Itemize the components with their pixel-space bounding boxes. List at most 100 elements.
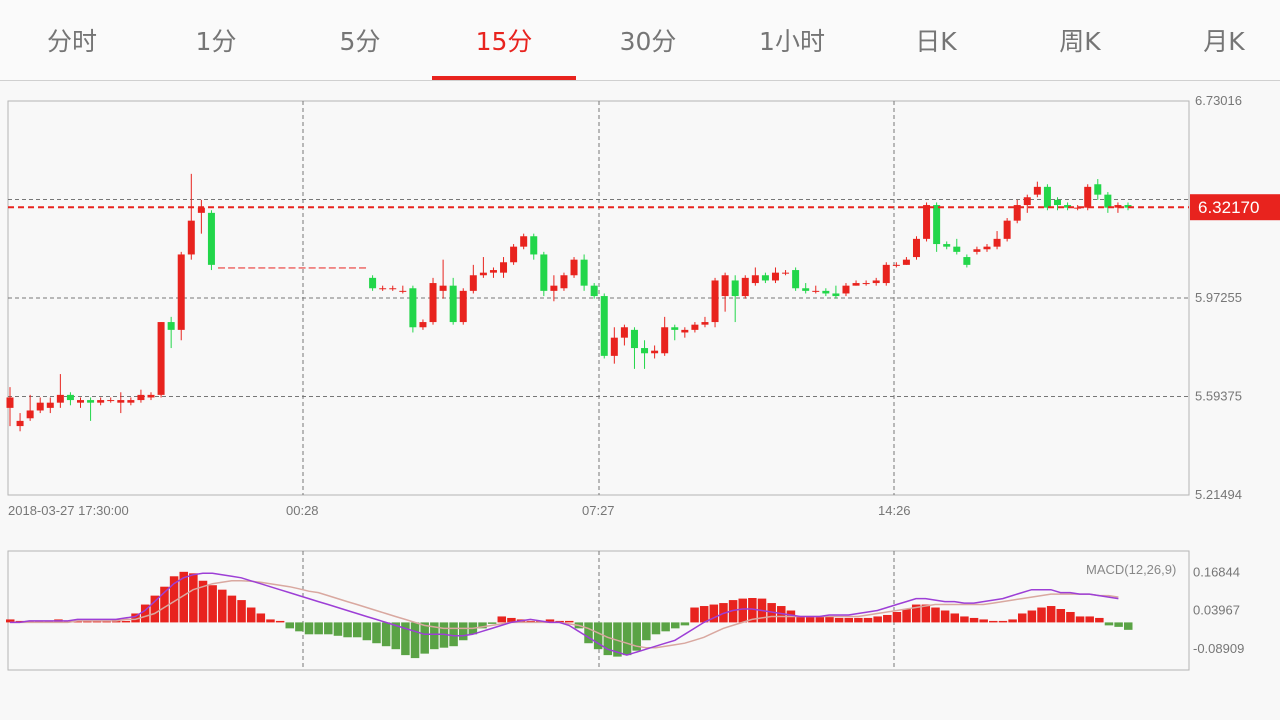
macd-bar xyxy=(1104,622,1114,626)
candle-body xyxy=(288,267,296,269)
candle-body xyxy=(711,280,719,323)
candle-body xyxy=(1084,186,1092,208)
tab-label: 分时 xyxy=(46,27,97,56)
candle-body xyxy=(862,283,870,285)
candle-body xyxy=(1114,205,1122,208)
candle-body xyxy=(902,259,910,265)
macd-bar xyxy=(1085,616,1094,623)
macd-title: MACD(12,26,9) xyxy=(1086,562,1176,577)
current-price-badge xyxy=(1190,194,1280,221)
tab-0[interactable]: 分时 xyxy=(0,0,144,80)
candle-body xyxy=(298,267,306,269)
macd-lines xyxy=(10,572,1119,656)
price-axis: 6.73016 5.97255 5.59375 5.21494 6.32170 2018-… xyxy=(8,93,1280,518)
candle-body xyxy=(651,350,659,354)
candle-body xyxy=(852,283,860,286)
candle-body xyxy=(369,277,377,289)
tab-1[interactable]: 1分 xyxy=(144,0,288,80)
macd-bar xyxy=(863,617,873,623)
candle-body xyxy=(1104,194,1112,208)
candle-body xyxy=(792,270,800,289)
macd-bar xyxy=(738,598,747,623)
tab-label: 30分 xyxy=(619,27,677,56)
candle-body xyxy=(248,267,256,269)
macd-bar xyxy=(497,616,507,623)
macd-histogram xyxy=(6,571,1133,659)
candle-body xyxy=(570,259,578,276)
tab-7[interactable]: 周K xyxy=(1008,0,1152,80)
time-tick-label: 07:27 xyxy=(582,503,615,518)
macd-bar xyxy=(169,576,179,623)
macd-bar xyxy=(651,622,661,635)
candle-body xyxy=(97,400,105,403)
candle-body xyxy=(973,249,981,252)
candle-body xyxy=(580,259,588,286)
candle-body xyxy=(77,400,85,403)
tab-label: 日K xyxy=(915,27,957,56)
macd-bar xyxy=(92,620,102,623)
macd-bar xyxy=(1008,619,1017,623)
candle-body xyxy=(782,272,790,274)
macd-bar xyxy=(1066,611,1075,623)
macd-bar xyxy=(140,604,150,623)
tab-6[interactable]: 日K xyxy=(864,0,1008,80)
macd-bar xyxy=(121,620,131,623)
candle-body xyxy=(16,420,24,427)
candle-body xyxy=(892,264,900,266)
candle-body xyxy=(1094,184,1102,195)
macd-bar xyxy=(1075,616,1085,623)
candle-body xyxy=(187,220,195,255)
macd-bar xyxy=(709,604,719,623)
candle-body xyxy=(26,410,34,419)
candle-body xyxy=(832,293,840,297)
main-chart-grid xyxy=(7,100,1190,496)
macd-bar xyxy=(343,622,352,638)
candle-body xyxy=(933,205,941,245)
candle-body xyxy=(721,275,729,297)
macd-bar xyxy=(873,616,882,623)
candle-body xyxy=(1013,205,1021,221)
macd-bar xyxy=(449,622,458,647)
candle-body xyxy=(87,400,95,403)
tab-8[interactable]: 月K xyxy=(1152,0,1280,80)
candle-body xyxy=(842,285,850,294)
tab-4[interactable]: 30分 xyxy=(576,0,720,80)
current-price-label: 6.32170 xyxy=(1198,198,1259,217)
macd-bar xyxy=(622,622,632,656)
candle-body xyxy=(449,285,457,323)
macd-bar xyxy=(555,620,564,623)
candle-body xyxy=(953,246,961,252)
candle-body xyxy=(379,288,387,290)
macd-bar xyxy=(410,622,420,659)
macd-bar xyxy=(902,609,911,623)
candle-body xyxy=(318,267,326,269)
macd-axis: MACD(12,26,9) 0.16844 0.03967 -0.08909 xyxy=(1086,562,1244,656)
macd-bar xyxy=(333,622,343,636)
macd-bar xyxy=(275,620,285,623)
macd-bar xyxy=(73,620,82,623)
candle-body xyxy=(510,246,518,263)
candle-body xyxy=(389,288,397,290)
macd-bar xyxy=(160,586,169,623)
tab-3[interactable]: 15分 xyxy=(432,0,576,80)
candle-body xyxy=(359,267,367,269)
macd-bar xyxy=(825,616,834,623)
tab-2[interactable]: 5分 xyxy=(288,0,432,80)
candle-body xyxy=(590,285,598,297)
macd-bar xyxy=(304,622,314,635)
candle-body xyxy=(137,394,145,401)
candle-body xyxy=(117,400,125,403)
macd-bar xyxy=(593,622,603,650)
macd-bar xyxy=(285,622,294,629)
tab-5[interactable]: 1小时 xyxy=(720,0,864,80)
macd-bar xyxy=(131,613,140,623)
candle-body xyxy=(963,257,971,265)
candle-body xyxy=(691,324,699,330)
macd-bar xyxy=(844,617,853,623)
candle-body xyxy=(56,394,64,403)
macd-bar xyxy=(295,622,304,632)
macd-bar xyxy=(381,622,391,647)
macd-bar xyxy=(218,589,227,623)
macd-bar xyxy=(950,613,960,623)
candle-body xyxy=(429,283,437,323)
